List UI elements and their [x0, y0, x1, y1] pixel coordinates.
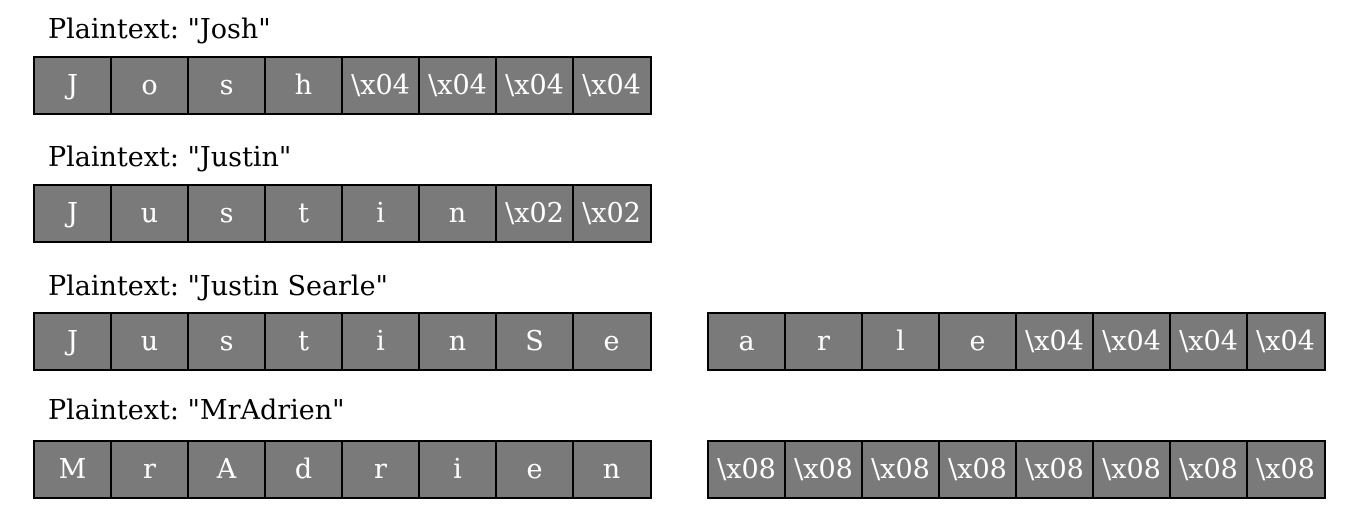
byte-cell: s	[189, 314, 266, 369]
byte-cell: o	[112, 58, 189, 113]
byte-cell: J	[35, 186, 112, 241]
padding-byte-cell: \x04	[420, 58, 497, 113]
cipher-block-2: a r l e \x04 \x04 \x04 \x04	[707, 312, 1326, 371]
cipher-block-1: M r A d r i e n	[33, 440, 652, 499]
byte-cell: r	[786, 314, 863, 369]
byte-cell: t	[266, 186, 343, 241]
padding-byte-cell: \x08	[863, 442, 940, 497]
byte-cell: t	[266, 314, 343, 369]
byte-cell: u	[112, 186, 189, 241]
padding-byte-cell: \x08	[1256, 454, 1315, 485]
padding-byte-cell: \x08	[709, 442, 786, 497]
byte-cell: d	[266, 442, 343, 497]
byte-cell: J	[35, 314, 112, 369]
padding-byte-cell: \x04	[1256, 326, 1315, 357]
cipher-block-1: J u s t i n \x02 \x02	[33, 184, 652, 243]
plaintext-label: Plaintext: "Justin Searle"	[48, 271, 388, 302]
padding-byte-cell: \x02	[497, 186, 574, 241]
plaintext-label: Plaintext: "MrAdrien"	[48, 395, 345, 426]
byte-cell: e	[603, 326, 620, 357]
byte-cell: h	[266, 58, 343, 113]
byte-cell: l	[863, 314, 940, 369]
padding-byte-cell: \x04	[1017, 314, 1094, 369]
cipher-block-2: \x08 \x08 \x08 \x08 \x08 \x08 \x08 \x08	[707, 440, 1326, 499]
byte-cell: A	[189, 442, 266, 497]
byte-cell: n	[420, 186, 497, 241]
byte-cell: i	[343, 314, 420, 369]
padding-byte-cell: \x02	[582, 198, 641, 229]
padding-byte-cell: \x08	[786, 442, 863, 497]
byte-cell: i	[420, 442, 497, 497]
byte-cell: s	[189, 58, 266, 113]
byte-cell: e	[940, 314, 1017, 369]
cipher-block-1: J o s h \x04 \x04 \x04 \x04	[33, 56, 652, 115]
padding-byte-cell: \x04	[1094, 314, 1171, 369]
padding-byte-cell: \x04	[343, 58, 420, 113]
byte-cell: i	[343, 186, 420, 241]
byte-cell: r	[343, 442, 420, 497]
byte-cell: n	[420, 314, 497, 369]
padding-byte-cell: \x08	[1017, 442, 1094, 497]
byte-cell: e	[497, 442, 574, 497]
padding-byte-cell: \x04	[497, 58, 574, 113]
byte-cell: M	[35, 442, 112, 497]
padding-byte-cell: \x04	[1171, 314, 1248, 369]
padding-byte-cell: \x08	[940, 442, 1017, 497]
byte-cell: n	[602, 454, 621, 485]
plaintext-label: Plaintext: "Josh"	[48, 14, 271, 45]
byte-cell: u	[112, 314, 189, 369]
byte-cell: J	[35, 58, 112, 113]
padding-byte-cell: \x04	[582, 70, 641, 101]
byte-cell: s	[189, 186, 266, 241]
padding-byte-cell: \x08	[1094, 442, 1171, 497]
byte-cell: S	[497, 314, 574, 369]
plaintext-label: Plaintext: "Justin"	[48, 142, 292, 173]
cipher-block-1: J u s t i n S e	[33, 312, 652, 371]
byte-cell: r	[112, 442, 189, 497]
byte-cell: a	[709, 314, 786, 369]
padding-byte-cell: \x08	[1171, 442, 1248, 497]
